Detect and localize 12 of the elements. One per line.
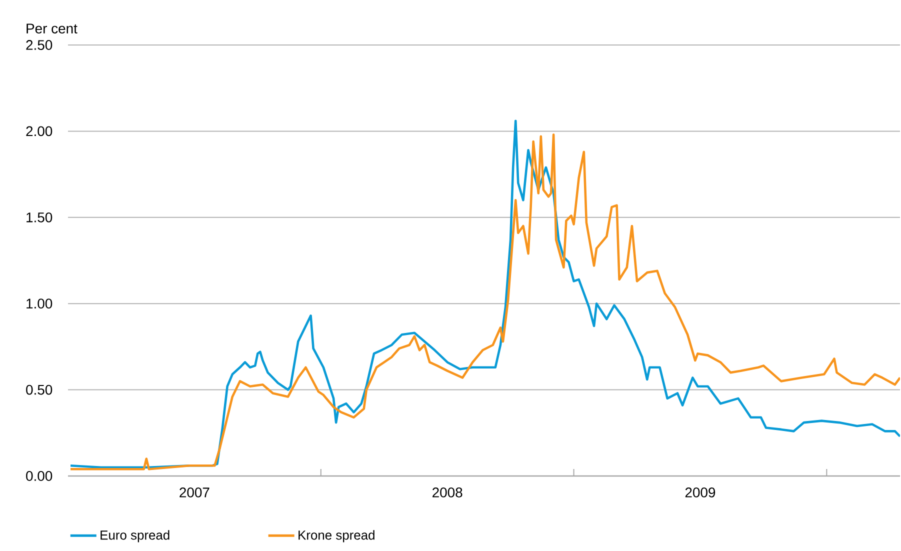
legend-label: Euro spread (100, 530, 170, 542)
x-tick-label: 2009 (685, 488, 716, 498)
legend-label: Krone spread (298, 530, 374, 542)
x-tick-label: 2008 (432, 488, 462, 498)
y-tick-label: 2.50 (26, 40, 52, 50)
y-tick-label: 0.50 (26, 384, 52, 395)
y-tick-label: 1.00 (26, 298, 52, 309)
y-tick-label: 2.00 (26, 126, 52, 136)
y-axis-title: Per cent (26, 24, 78, 34)
y-tick-label: 0.00 (26, 471, 52, 481)
x-tick-label: 2007 (180, 488, 210, 498)
y-tick-label: 1.50 (26, 212, 52, 222)
